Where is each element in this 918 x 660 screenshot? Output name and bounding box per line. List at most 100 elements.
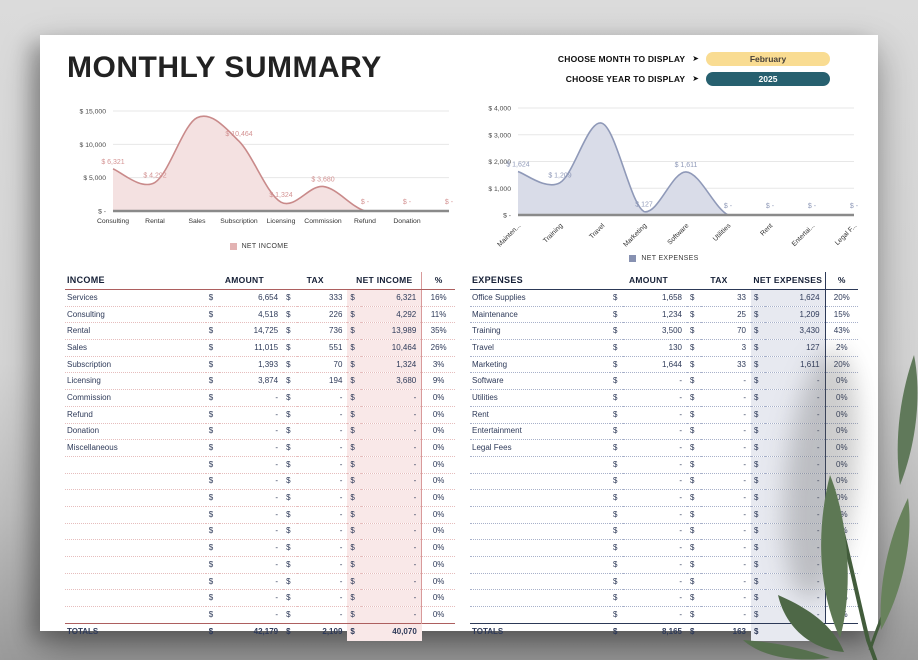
- net-cell[interactable]: -: [765, 506, 826, 524]
- tax-cell[interactable]: -: [701, 523, 752, 541]
- amount-cell[interactable]: 4,518: [218, 306, 284, 324]
- currency-symbol[interactable]: $: [283, 622, 298, 641]
- tax-cell[interactable]: 33: [701, 356, 752, 374]
- currency-symbol[interactable]: $: [347, 556, 362, 574]
- currency-symbol[interactable]: $: [751, 489, 766, 507]
- currency-symbol[interactable]: $: [610, 523, 623, 541]
- category-cell[interactable]: [65, 523, 206, 541]
- currency-symbol[interactable]: $: [687, 389, 702, 407]
- net-cell[interactable]: -: [765, 456, 826, 474]
- currency-symbol[interactable]: $: [347, 289, 362, 307]
- category-cell[interactable]: Maintenance: [470, 306, 610, 324]
- category-cell[interactable]: Marketing: [470, 356, 610, 374]
- net-cell[interactable]: -: [765, 489, 826, 507]
- amount-cell[interactable]: -: [218, 539, 284, 557]
- category-cell[interactable]: [470, 489, 610, 507]
- amount-cell[interactable]: -: [623, 456, 688, 474]
- tax-cell[interactable]: -: [701, 606, 752, 624]
- net-cell[interactable]: -: [765, 556, 826, 574]
- category-cell[interactable]: Rent: [470, 406, 610, 424]
- currency-symbol[interactable]: $: [610, 456, 623, 474]
- currency-symbol[interactable]: $: [283, 289, 298, 307]
- tax-cell[interactable]: -: [297, 506, 348, 524]
- tax-cell[interactable]: -: [701, 372, 752, 391]
- currency-symbol[interactable]: $: [283, 372, 298, 391]
- tax-cell[interactable]: -: [701, 539, 752, 557]
- tax-cell[interactable]: -: [297, 573, 348, 591]
- amount-cell[interactable]: -: [218, 489, 284, 507]
- currency-symbol[interactable]: $: [687, 606, 702, 624]
- amount-cell[interactable]: 1,393: [218, 356, 284, 374]
- currency-symbol[interactable]: $: [205, 589, 219, 608]
- category-cell[interactable]: [65, 539, 206, 557]
- category-cell[interactable]: Travel: [470, 339, 610, 357]
- currency-symbol[interactable]: $: [687, 356, 702, 374]
- tax-cell[interactable]: 333: [297, 289, 348, 307]
- currency-symbol[interactable]: $: [610, 506, 623, 524]
- net-cell[interactable]: -: [361, 573, 422, 591]
- currency-symbol[interactable]: $: [205, 289, 219, 307]
- amount-cell[interactable]: -: [623, 606, 688, 624]
- currency-symbol[interactable]: $: [205, 489, 219, 507]
- currency-symbol[interactable]: $: [283, 556, 298, 574]
- currency-symbol[interactable]: $: [687, 439, 702, 457]
- amount-cell[interactable]: 130: [623, 339, 688, 357]
- amount-cell[interactable]: 1,234: [623, 306, 688, 324]
- currency-symbol[interactable]: $: [347, 423, 362, 441]
- pct-cell[interactable]: 0%: [421, 506, 455, 524]
- pct-cell[interactable]: 0%: [421, 589, 455, 608]
- amount-cell[interactable]: -: [623, 423, 688, 441]
- net-cell[interactable]: 4,292: [361, 306, 422, 324]
- category-cell[interactable]: [470, 556, 610, 574]
- category-cell[interactable]: [65, 573, 206, 591]
- amount-cell[interactable]: -: [623, 523, 688, 541]
- net-cell[interactable]: -: [361, 456, 422, 474]
- amount-cell[interactable]: -: [623, 372, 688, 391]
- currency-symbol[interactable]: $: [205, 322, 219, 341]
- net-cell[interactable]: 1,209: [765, 306, 826, 324]
- category-cell[interactable]: Refund: [65, 406, 206, 424]
- totals-label[interactable]: TOTALS: [470, 622, 610, 641]
- currency-symbol[interactable]: $: [283, 439, 298, 457]
- category-cell[interactable]: Licensing: [65, 372, 206, 391]
- year-select[interactable]: 2025: [706, 72, 830, 86]
- net-cell[interactable]: -: [361, 606, 422, 624]
- currency-symbol[interactable]: $: [347, 573, 362, 591]
- currency-symbol[interactable]: $: [347, 322, 362, 341]
- category-cell[interactable]: [470, 473, 610, 491]
- currency-symbol[interactable]: $: [687, 589, 702, 608]
- net-cell[interactable]: -: [765, 523, 826, 541]
- currency-symbol[interactable]: $: [347, 439, 362, 457]
- currency-symbol[interactable]: $: [205, 573, 219, 591]
- currency-symbol[interactable]: $: [751, 423, 766, 441]
- currency-symbol[interactable]: $: [687, 322, 702, 341]
- pct-cell[interactable]: 0%: [421, 406, 455, 424]
- currency-symbol[interactable]: $: [610, 539, 623, 557]
- currency-symbol[interactable]: $: [687, 456, 702, 474]
- currency-symbol[interactable]: $: [347, 339, 362, 357]
- currency-symbol[interactable]: $: [283, 539, 298, 557]
- currency-symbol[interactable]: $: [205, 523, 219, 541]
- net-cell[interactable]: -: [765, 539, 826, 557]
- currency-symbol[interactable]: $: [283, 356, 298, 374]
- pct-cell[interactable]: 0%: [421, 473, 455, 491]
- pct-cell[interactable]: 0%: [824, 389, 859, 407]
- currency-symbol[interactable]: $: [687, 539, 702, 557]
- month-select[interactable]: February: [706, 52, 830, 66]
- currency-symbol[interactable]: $: [610, 423, 623, 441]
- currency-symbol[interactable]: $: [347, 473, 362, 491]
- net-cell[interactable]: 1,624: [765, 289, 826, 307]
- currency-symbol[interactable]: $: [751, 523, 766, 541]
- pct-cell[interactable]: 0%: [421, 573, 455, 591]
- tax-cell[interactable]: -: [297, 423, 348, 441]
- amount-cell[interactable]: -: [218, 406, 284, 424]
- pct-cell[interactable]: 0%: [421, 606, 455, 624]
- amount-cell[interactable]: -: [623, 573, 688, 591]
- currency-symbol[interactable]: $: [751, 539, 766, 557]
- tax-cell[interactable]: -: [297, 473, 348, 491]
- net-expenses-chart[interactable]: $ - $ 1,000 $ 2,000 $ 3,000 $ 4,000 $ 1,624 $ …: [468, 95, 860, 262]
- currency-symbol[interactable]: $: [751, 589, 766, 608]
- category-cell[interactable]: [470, 606, 610, 624]
- totals-pct[interactable]: [421, 622, 455, 641]
- amount-cell[interactable]: -: [218, 439, 284, 457]
